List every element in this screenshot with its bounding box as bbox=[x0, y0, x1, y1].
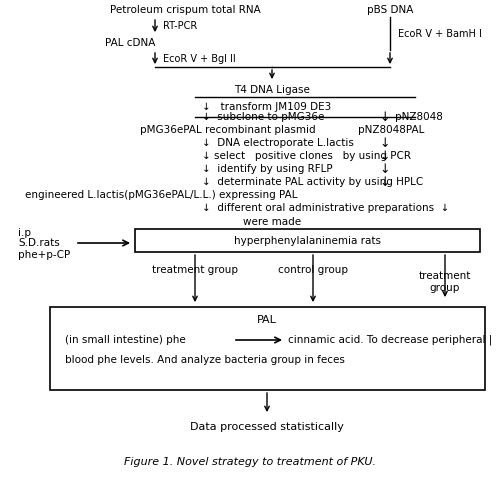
Text: ↓: ↓ bbox=[380, 137, 390, 149]
Text: ↓ select   positive clones   by using PCR: ↓ select positive clones by using PCR bbox=[202, 151, 411, 161]
Text: ↓: ↓ bbox=[380, 162, 390, 175]
Text: Data processed statistically: Data processed statistically bbox=[190, 422, 344, 432]
Text: ↓  determinate PAL activity by using HPLC: ↓ determinate PAL activity by using HPLC bbox=[202, 177, 423, 187]
Text: pNZ8048: pNZ8048 bbox=[395, 112, 443, 122]
Text: ↓   transform JM109 DE3: ↓ transform JM109 DE3 bbox=[202, 102, 331, 112]
Text: phe+p-CP: phe+p-CP bbox=[18, 250, 70, 260]
Text: pMG36ePAL recombinant plasmid: pMG36ePAL recombinant plasmid bbox=[140, 125, 316, 135]
Bar bbox=[135, 229, 480, 252]
Text: Figure 1. Novel strategy to treatment of PKU.: Figure 1. Novel strategy to treatment of… bbox=[124, 457, 376, 467]
Text: T4 DNA Ligase: T4 DNA Ligase bbox=[234, 85, 310, 95]
Text: i.p: i.p bbox=[18, 228, 31, 238]
Text: ↓: ↓ bbox=[380, 111, 390, 124]
Text: PAL cDNA: PAL cDNA bbox=[105, 38, 156, 48]
Text: hyperphenylalaninemia rats: hyperphenylalaninemia rats bbox=[234, 236, 380, 246]
Text: EcoR V + BamH I: EcoR V + BamH I bbox=[398, 29, 482, 39]
Text: engineered L.lactis(pMG36ePAL/L.L.) expressing PAL: engineered L.lactis(pMG36ePAL/L.L.) expr… bbox=[25, 190, 297, 200]
Text: were made: were made bbox=[243, 217, 301, 227]
Text: cinnamic acid. To decrease peripheral |: cinnamic acid. To decrease peripheral | bbox=[288, 335, 492, 345]
Text: ↓  different oral administrative preparations  ↓: ↓ different oral administrative preparat… bbox=[202, 203, 450, 213]
Text: EcoR V + Bgl II: EcoR V + Bgl II bbox=[163, 54, 236, 64]
Text: pBS DNA: pBS DNA bbox=[367, 5, 413, 15]
Text: S.D.rats: S.D.rats bbox=[18, 238, 60, 248]
Text: pNZ8048PAL: pNZ8048PAL bbox=[358, 125, 424, 135]
Text: ↓: ↓ bbox=[380, 175, 390, 189]
Text: RT-PCR: RT-PCR bbox=[163, 21, 197, 31]
Text: Petroleum crispum total RNA: Petroleum crispum total RNA bbox=[110, 5, 260, 15]
Text: treatment group: treatment group bbox=[152, 265, 238, 275]
Text: treatment
group: treatment group bbox=[419, 271, 471, 293]
Text: (in small intestine) phe: (in small intestine) phe bbox=[65, 335, 186, 345]
Text: control group: control group bbox=[278, 265, 348, 275]
Bar bbox=[50, 307, 485, 390]
Text: ↓: ↓ bbox=[380, 149, 390, 162]
Text: ↓  identify by using RFLP: ↓ identify by using RFLP bbox=[202, 164, 332, 174]
Text: blood phe levels. And analyze bacteria group in feces: blood phe levels. And analyze bacteria g… bbox=[65, 355, 345, 365]
Text: PAL: PAL bbox=[257, 315, 277, 325]
Text: ↓  subclone to pMG36e: ↓ subclone to pMG36e bbox=[202, 112, 324, 122]
Text: ↓  DNA electroporate L.lactis: ↓ DNA electroporate L.lactis bbox=[202, 138, 354, 148]
